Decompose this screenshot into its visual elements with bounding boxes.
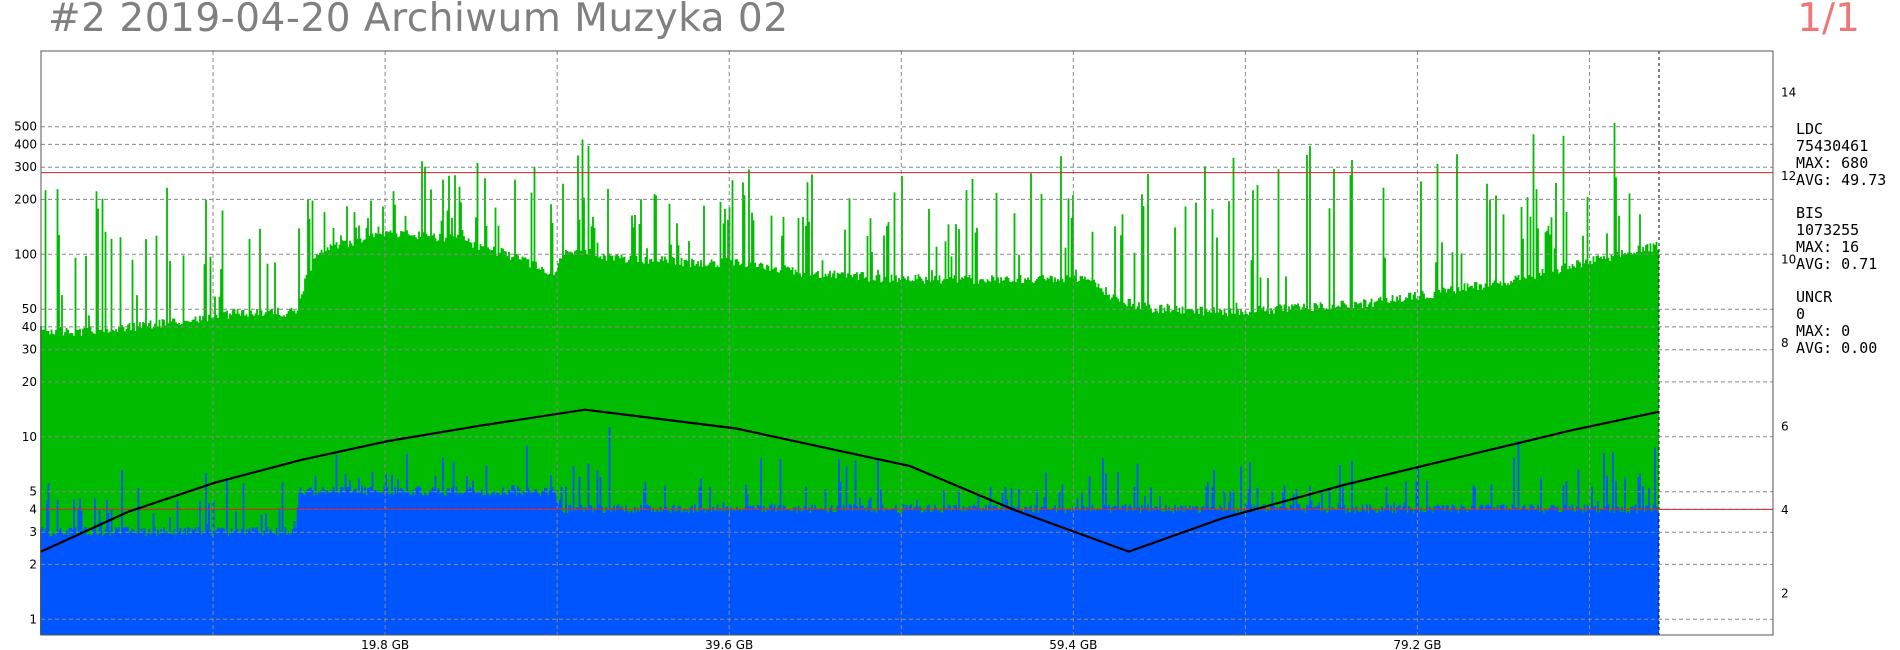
- plot-frame: [40, 50, 1774, 636]
- stat-max: MAX: 16: [1796, 238, 1860, 256]
- y-left-tick-label: 20: [22, 375, 37, 389]
- stat-max: MAX: 680: [1796, 154, 1869, 172]
- chart-grid: [40, 50, 1774, 636]
- y-left-tick-label: 5: [29, 485, 37, 499]
- y-left-tick-label: 50: [22, 302, 37, 316]
- series-speed-line: [40, 408, 1660, 553]
- x-tick-label: 59.4 GB: [1049, 638, 1097, 650]
- y-right-tick-label: 12: [1781, 169, 1796, 183]
- y-left-tick-label: 30: [22, 343, 37, 357]
- y-left-tick-label: 2: [29, 557, 37, 571]
- y-right-tick-label: 8: [1781, 336, 1789, 350]
- y-left-tick-label: 3: [29, 525, 37, 539]
- y-left-tick-label: 4: [29, 502, 37, 516]
- stat-avg: AVG: 49.73: [1796, 171, 1887, 189]
- chart-labels: 1234510203040501002003004005002468101214…: [14, 86, 1796, 650]
- stat-uncr: UNCR 0 MAX: 0 AVG: 0.00: [1796, 289, 1886, 357]
- y-right-tick-label: 14: [1781, 86, 1796, 100]
- y-left-tick-label: 10: [22, 430, 37, 444]
- y-left-tick-label: 500: [14, 120, 37, 134]
- stat-name: UNCR: [1796, 288, 1833, 306]
- stat-max: MAX: 0: [1796, 322, 1851, 340]
- y-left-tick-label: 100: [14, 247, 37, 261]
- stat-avg: AVG: 0.71: [1796, 255, 1878, 273]
- stat-total: 1073255: [1796, 221, 1860, 239]
- y-left-tick-label: 300: [14, 160, 37, 174]
- stat-name: BIS: [1796, 204, 1824, 222]
- x-tick-label: 19.8 GB: [361, 638, 409, 650]
- y-right-tick-label: 10: [1781, 253, 1796, 267]
- stat-name: LDC: [1796, 120, 1824, 138]
- page-title: #2 2019-04-20 Archiwum Muzyka 02: [48, 0, 789, 41]
- y-left-tick-label: 1: [29, 612, 37, 626]
- chart-lines: [40, 408, 1660, 553]
- y-left-tick-label: 400: [14, 137, 37, 151]
- y-right-tick-label: 6: [1781, 419, 1789, 433]
- page-indicator: 1/1: [1797, 0, 1860, 41]
- stat-avg: AVG: 0.00: [1796, 339, 1878, 357]
- stat-total: 75430461: [1796, 137, 1869, 155]
- y-left-tick-label: 200: [14, 192, 37, 206]
- stat-ldc: LDC 75430461 MAX: 680 AVG: 49.73: [1796, 121, 1886, 189]
- stat-bis: BIS 1073255 MAX: 16 AVG: 0.71: [1796, 205, 1886, 273]
- y-right-tick-label: 2: [1781, 586, 1789, 600]
- x-tick-label: 79.2 GB: [1393, 638, 1441, 650]
- stats-panel: LDC 75430461 MAX: 680 AVG: 49.73 BIS 107…: [1796, 121, 1886, 373]
- y-right-tick-label: 4: [1781, 503, 1789, 517]
- y-left-tick-label: 40: [22, 320, 37, 334]
- x-tick-label: 39.6 GB: [705, 638, 753, 650]
- stat-total: 0: [1796, 305, 1806, 323]
